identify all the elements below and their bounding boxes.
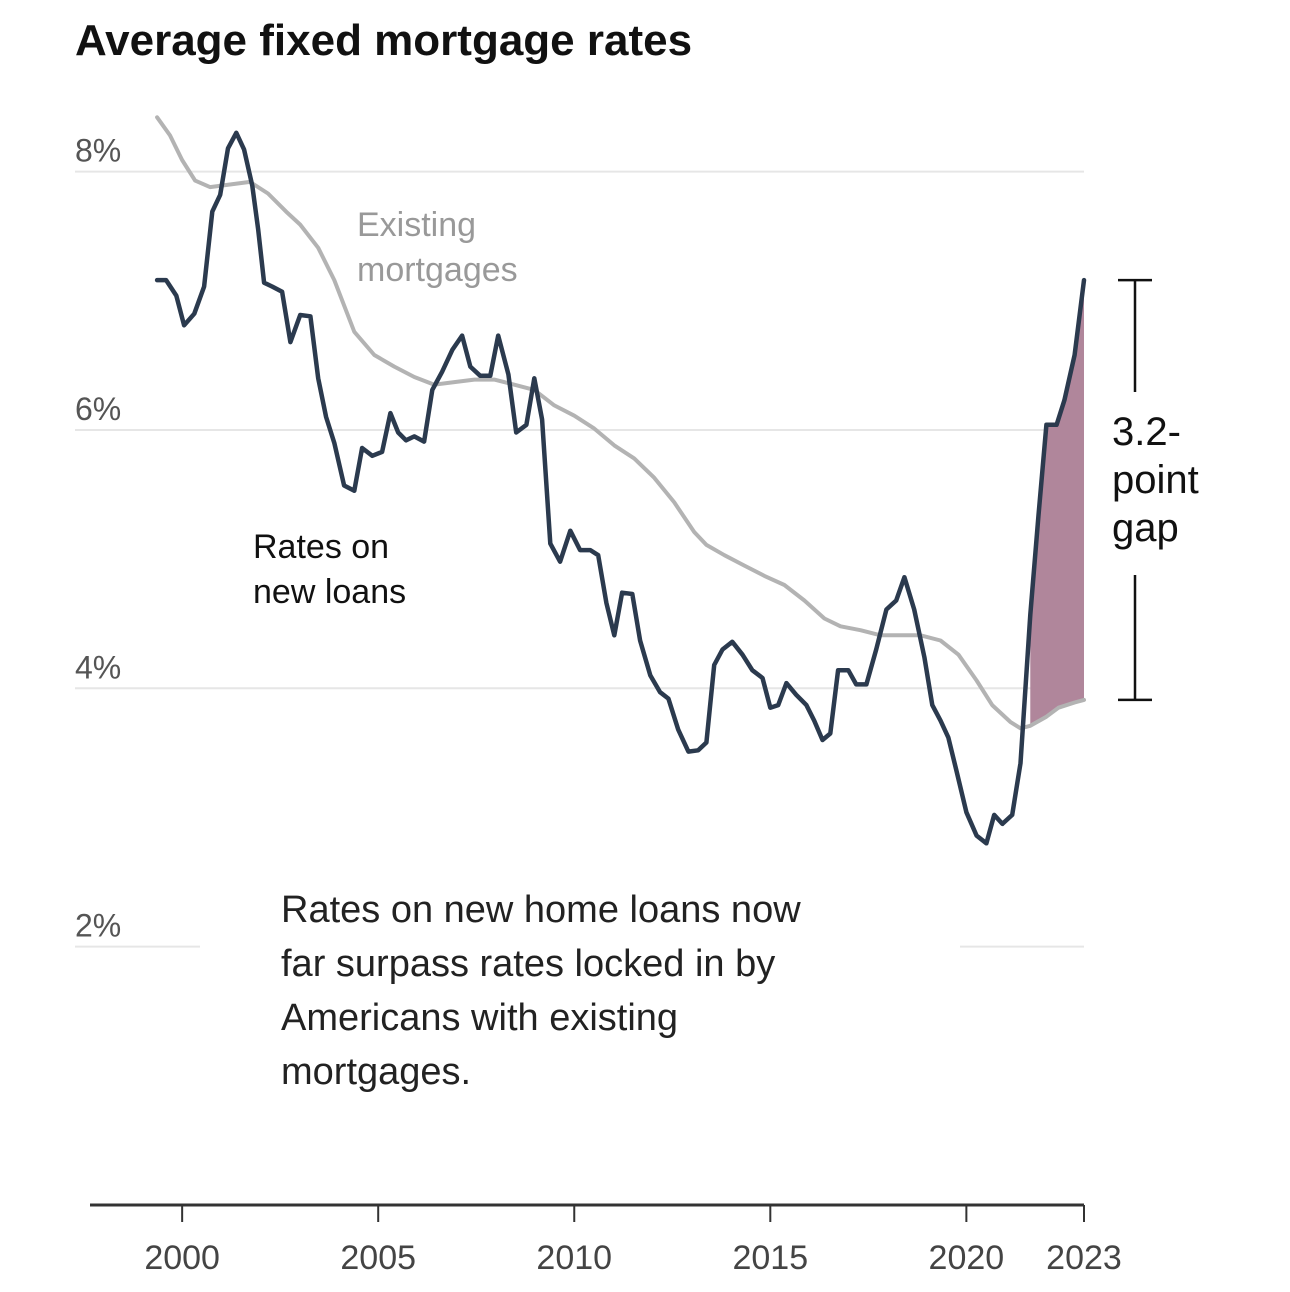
y-tick-label: 4% bbox=[75, 649, 121, 685]
series-label: Existing bbox=[357, 206, 476, 244]
marks bbox=[154, 115, 1152, 846]
series-label: Rates on bbox=[253, 528, 389, 566]
gap-label: gap bbox=[1112, 506, 1179, 550]
note: mortgages. bbox=[281, 1051, 471, 1093]
series-line bbox=[154, 130, 1087, 846]
series-label: new loans bbox=[253, 573, 406, 611]
series-label: mortgages bbox=[357, 251, 518, 289]
grid bbox=[75, 170, 1084, 948]
x-axis: 2000 2005 2010 2015 2020 2023 bbox=[90, 1203, 1122, 1277]
x-tick-label: 2015 bbox=[732, 1239, 808, 1277]
x-tick-label: 2000 bbox=[144, 1239, 220, 1277]
y-tick-label: 8% bbox=[75, 133, 121, 169]
chart-title: Average fixed mortgage rates bbox=[75, 16, 692, 65]
gap-label: 3.2- bbox=[1112, 410, 1181, 454]
y-tick-label: 6% bbox=[75, 391, 121, 427]
note: Rates on new home loans now bbox=[281, 889, 801, 931]
series-line bbox=[155, 115, 1086, 731]
x-tick-label: 2020 bbox=[929, 1239, 1005, 1277]
note: far surpass rates locked in by bbox=[281, 943, 775, 985]
x-tick-label: 2023 bbox=[1046, 1239, 1122, 1277]
x-tick-label: 2005 bbox=[340, 1239, 416, 1277]
x-tick-label: 2010 bbox=[536, 1239, 612, 1277]
note-background bbox=[200, 880, 960, 1110]
gap-label: point bbox=[1112, 458, 1199, 502]
y-tick-label: 2% bbox=[75, 908, 121, 944]
note: Americans with existing bbox=[281, 997, 678, 1039]
gap-area bbox=[1030, 280, 1084, 726]
